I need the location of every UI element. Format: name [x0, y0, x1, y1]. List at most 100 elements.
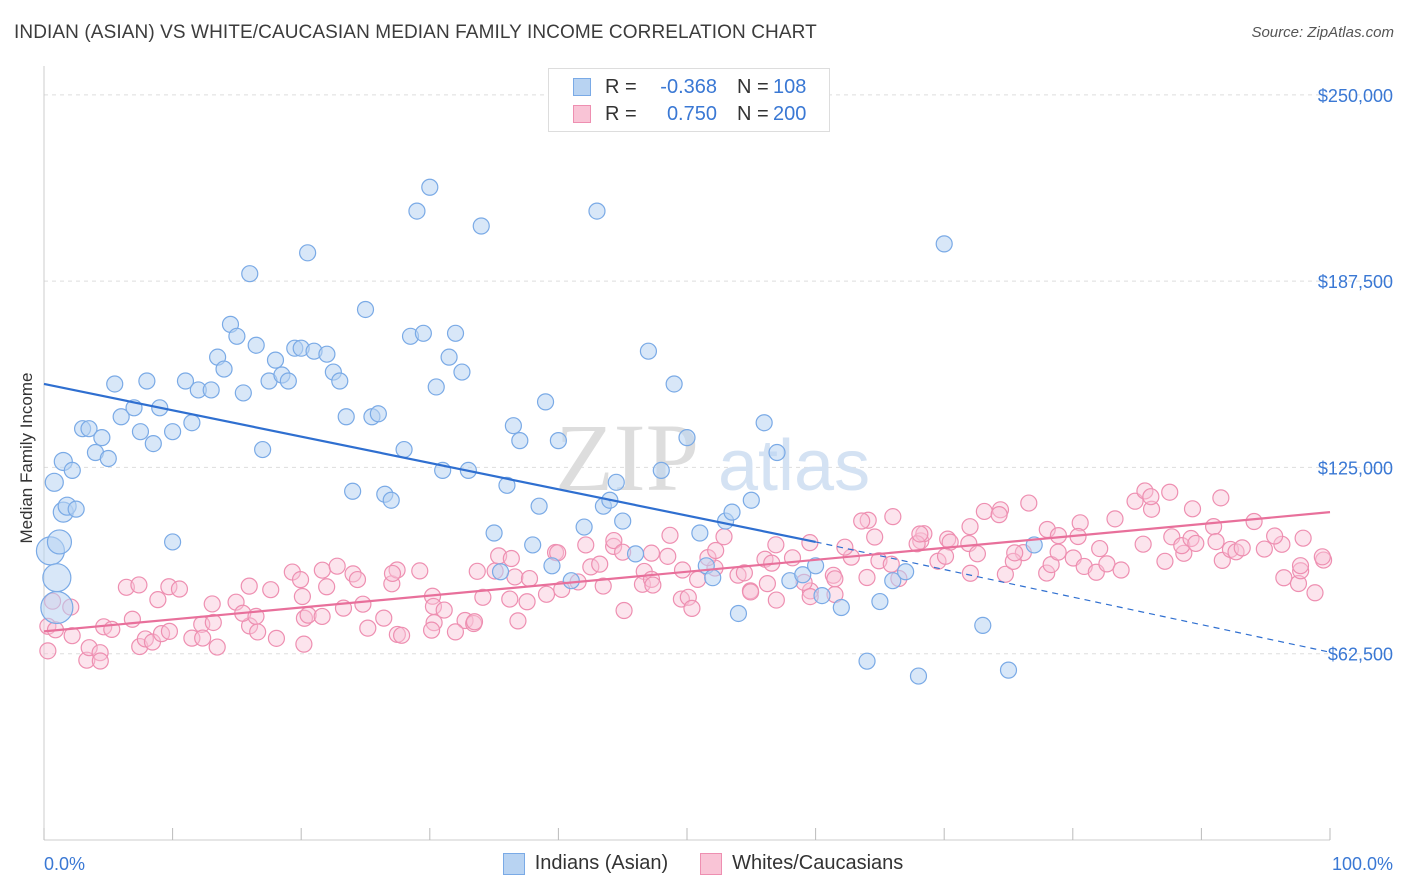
- indian-point: [183, 414, 201, 432]
- indian-point: [46, 529, 73, 555]
- white-point: [1134, 535, 1152, 553]
- indian-point: [440, 348, 458, 366]
- indian-point: [691, 524, 709, 542]
- white-point: [673, 561, 692, 579]
- indian-point: [234, 384, 252, 402]
- indian-point: [536, 393, 555, 411]
- white-point: [1233, 539, 1251, 557]
- white-point: [936, 547, 955, 565]
- white-point: [1275, 569, 1293, 587]
- indian-point: [80, 420, 98, 438]
- stats-legend: R = -0.368 N = 108 R = 0.750 N = 200: [548, 68, 830, 132]
- indian-point: [884, 572, 902, 590]
- indian-point: [678, 429, 696, 447]
- indian-point: [530, 497, 548, 515]
- white-point: [996, 565, 1014, 583]
- x-tick-label: 100.0%: [1332, 854, 1393, 874]
- indian-point: [40, 590, 74, 625]
- watermark: ZIP atlas: [555, 404, 870, 511]
- white-point: [659, 547, 677, 565]
- white-point: [1212, 489, 1230, 507]
- white-point: [39, 642, 57, 660]
- y-tick-label: $62,500: [1328, 645, 1393, 665]
- white-point: [78, 651, 96, 669]
- indian-point: [42, 563, 72, 593]
- white-point: [859, 511, 877, 529]
- white-point: [1183, 500, 1202, 518]
- white-point: [858, 568, 876, 587]
- indian-point: [421, 178, 439, 196]
- legend-row-white: R = 0.750 N = 200: [573, 102, 806, 126]
- n-label: N =: [737, 102, 769, 125]
- white-point: [661, 526, 679, 544]
- indian-point: [665, 375, 683, 393]
- white-point: [1306, 584, 1324, 602]
- white-point: [506, 568, 524, 586]
- indian-point: [344, 482, 362, 500]
- r-value: -0.368: [660, 75, 717, 98]
- indian-point: [485, 524, 503, 542]
- white-point: [836, 538, 854, 556]
- white-point: [435, 601, 453, 619]
- indian-point: [871, 592, 889, 611]
- indian-point: [131, 423, 150, 441]
- chart-title: INDIAN (ASIAN) VS WHITE/CAUCASIAN MEDIAN…: [14, 22, 817, 43]
- white-point: [465, 613, 484, 631]
- white-point: [1173, 537, 1191, 555]
- indian-point: [414, 324, 432, 342]
- indian-point: [704, 569, 722, 587]
- n-label: N =: [737, 75, 769, 98]
- indian-point: [382, 491, 400, 509]
- indian-point: [337, 408, 355, 426]
- indian-point: [164, 423, 182, 441]
- white-point: [866, 528, 884, 546]
- white-point: [605, 537, 623, 556]
- indian-trend-line: [43, 382, 816, 544]
- indian-point: [176, 372, 195, 390]
- indian-point: [511, 432, 529, 450]
- white-point: [291, 571, 310, 589]
- indian-point: [491, 563, 510, 581]
- indian-point: [729, 604, 748, 623]
- indian-point: [909, 667, 928, 685]
- white-point: [826, 570, 844, 588]
- legend-row-indian: R = -0.368 N = 108: [573, 75, 806, 99]
- white-point: [1098, 555, 1116, 573]
- indian-swatch: [502, 852, 525, 875]
- white-point: [422, 621, 441, 639]
- indian-point: [472, 217, 490, 235]
- white-point: [293, 587, 311, 606]
- white-point: [1071, 514, 1089, 532]
- indian-point: [524, 536, 542, 554]
- white-point: [884, 508, 902, 526]
- indian-point: [723, 503, 741, 521]
- r-label: R =: [605, 102, 637, 125]
- white-point: [91, 652, 109, 670]
- indian-point: [588, 202, 606, 220]
- white-point: [267, 629, 286, 647]
- white-point: [577, 536, 595, 554]
- legend-item-indian[interactable]: Indians (Asian): [502, 852, 669, 875]
- indian-point: [794, 566, 812, 584]
- indian-point: [575, 518, 593, 536]
- indian-point: [614, 512, 632, 530]
- white-point: [375, 609, 393, 627]
- r-value: 0.750: [666, 102, 717, 125]
- y-tick-label: $250,000: [1318, 86, 1393, 106]
- trend-lines: [43, 382, 1331, 653]
- white-point: [1207, 532, 1225, 551]
- white-point: [295, 635, 313, 653]
- white-point: [203, 595, 221, 613]
- indian-point: [356, 300, 375, 319]
- indian-point: [832, 598, 850, 617]
- indian-point: [607, 473, 625, 491]
- white-swatch: [573, 105, 591, 123]
- indian-point: [63, 461, 81, 480]
- white-point: [160, 578, 178, 596]
- legend-item-white[interactable]: Whites/Caucasians: [700, 852, 903, 875]
- white-point: [424, 597, 443, 616]
- watermark-zip: ZIP: [555, 404, 699, 511]
- white-point: [502, 549, 520, 568]
- legend-label-indian: Indians (Asian): [534, 852, 669, 874]
- white-point: [1106, 510, 1124, 528]
